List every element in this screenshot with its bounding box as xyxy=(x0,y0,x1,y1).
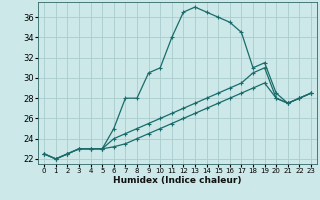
X-axis label: Humidex (Indice chaleur): Humidex (Indice chaleur) xyxy=(113,176,242,185)
